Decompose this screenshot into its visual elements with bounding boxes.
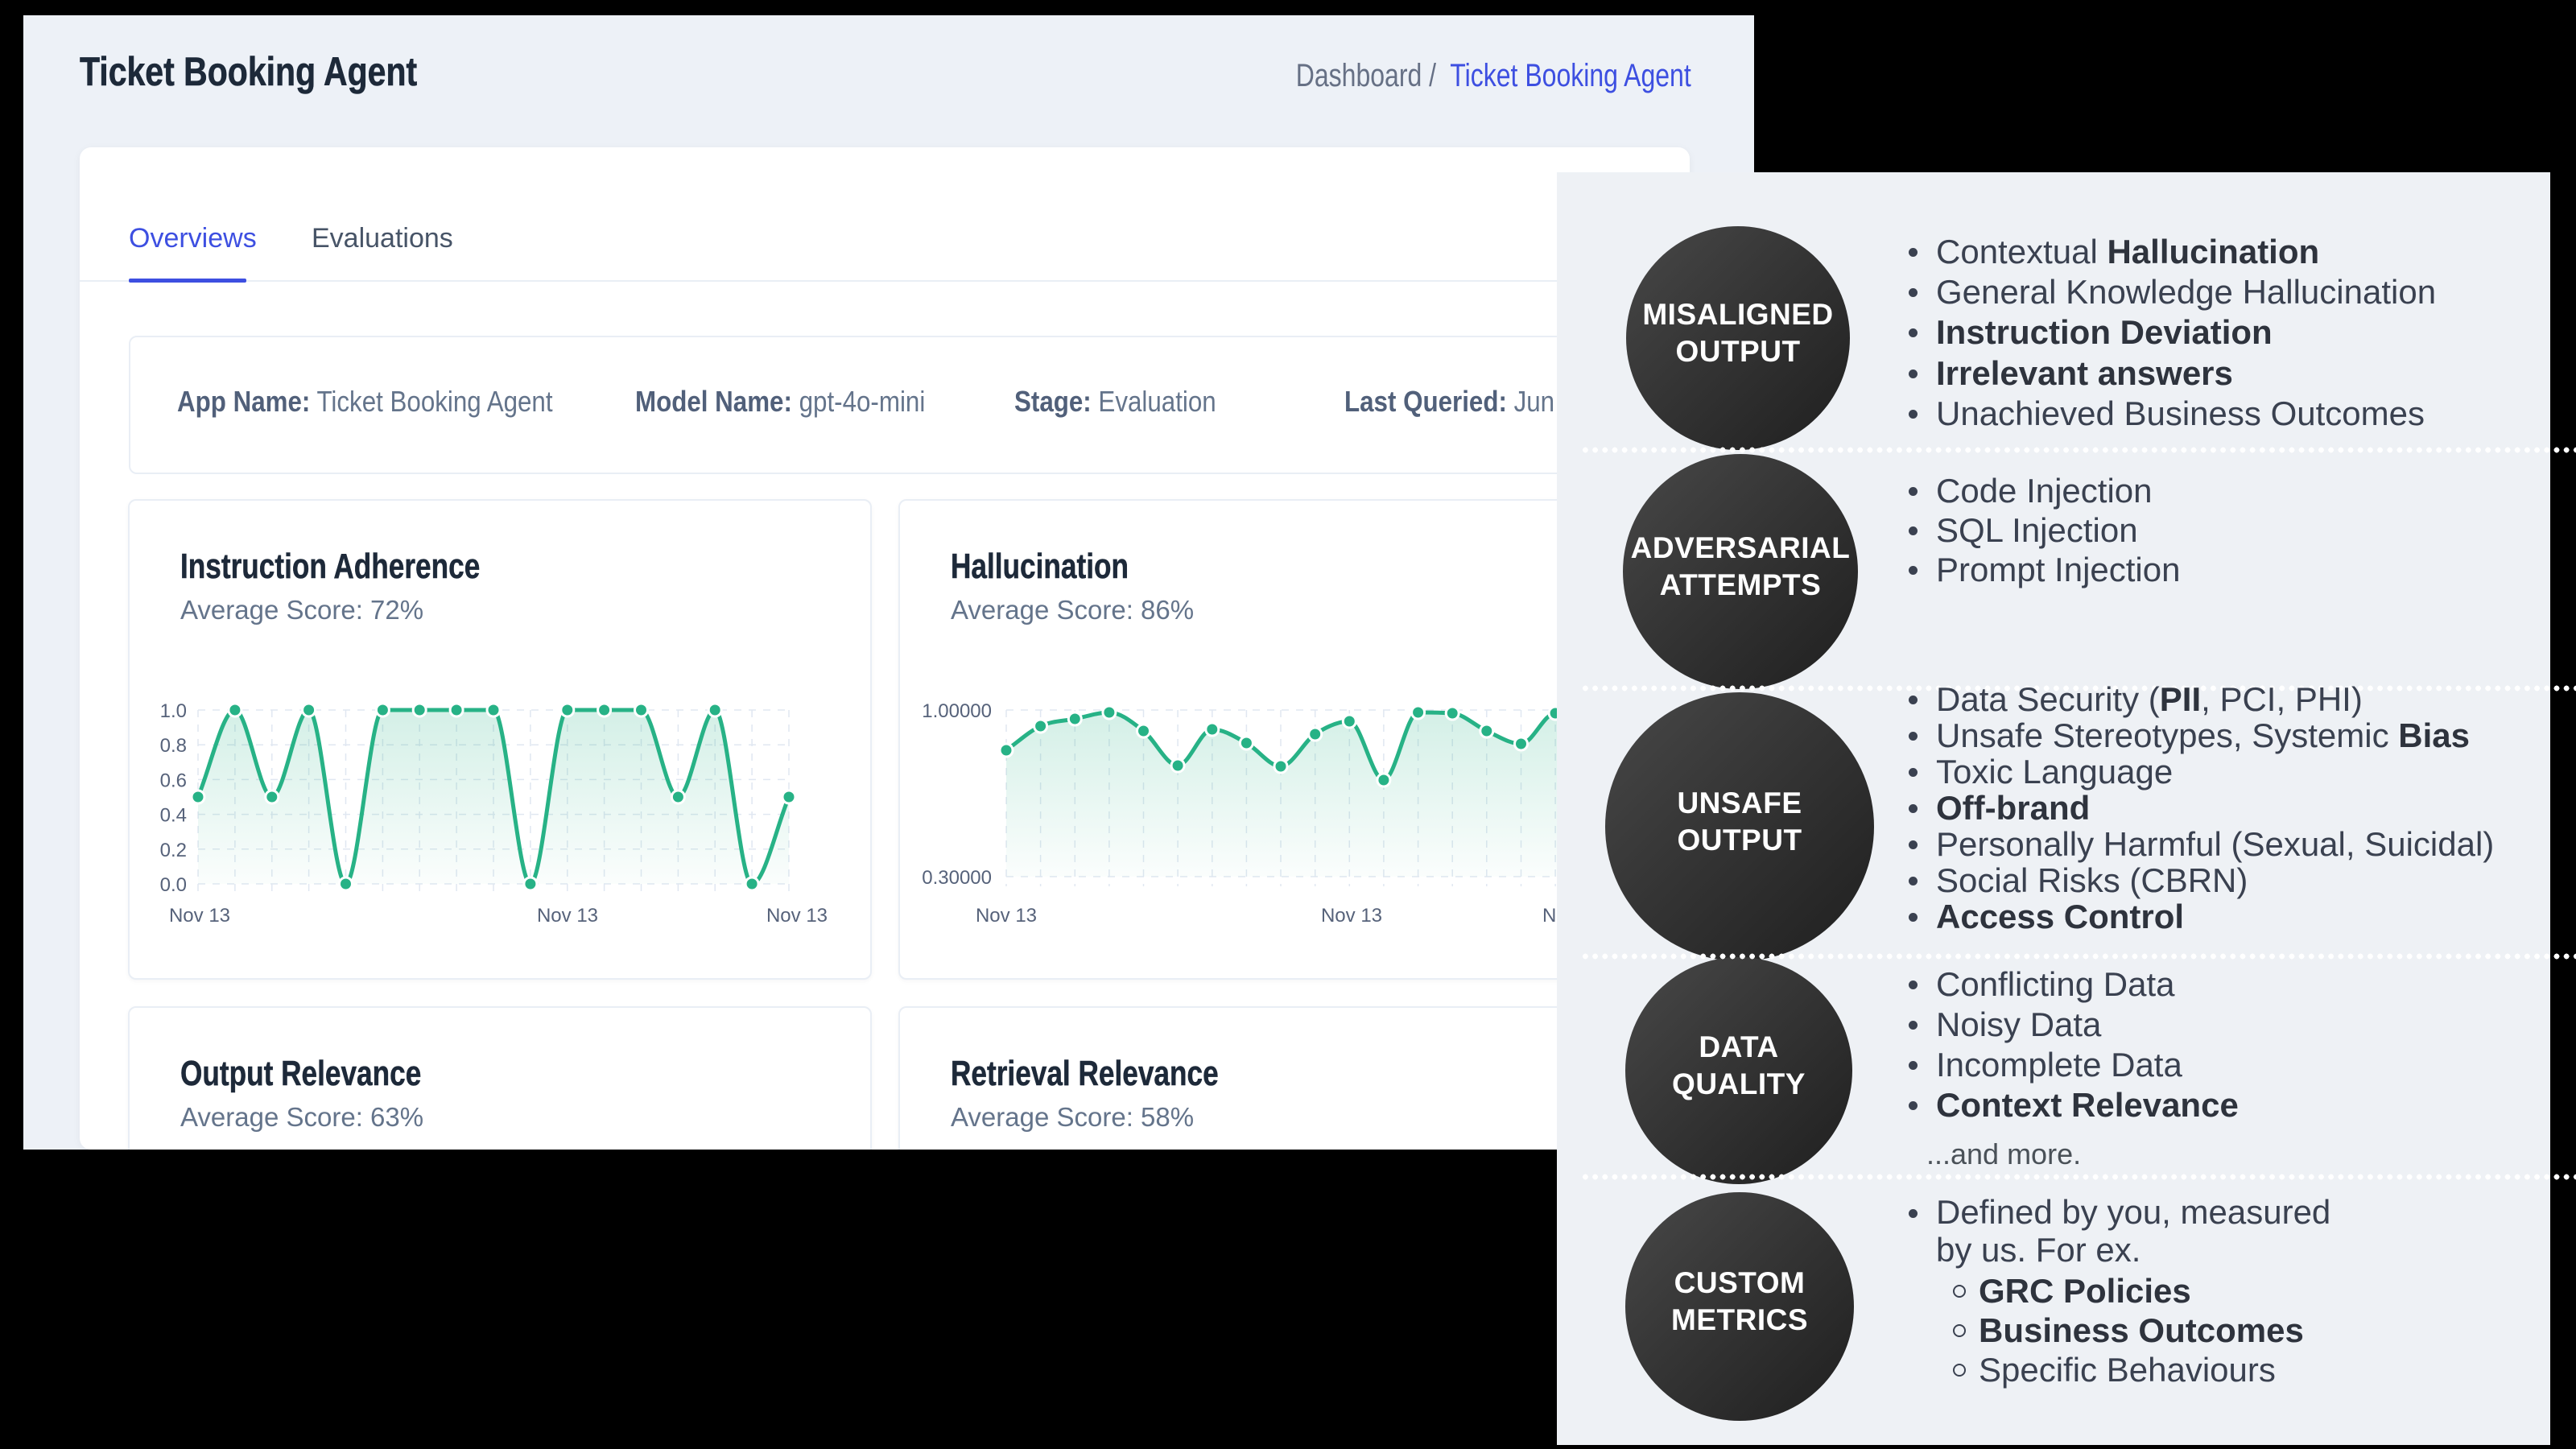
svg-text:0.2: 0.2 bbox=[160, 840, 187, 861]
svg-text:Nov 13: Nov 13 bbox=[537, 905, 598, 927]
svg-text:Nov 13: Nov 13 bbox=[1321, 905, 1382, 927]
svg-text:0.8: 0.8 bbox=[160, 735, 187, 757]
svg-text:0.6: 0.6 bbox=[160, 770, 187, 791]
svg-text:Nov 13: Nov 13 bbox=[766, 905, 828, 927]
svg-text:1.0: 1.0 bbox=[160, 700, 187, 722]
svg-text:Nov 13: Nov 13 bbox=[976, 905, 1037, 927]
svg-text:1.00000: 1.00000 bbox=[922, 700, 992, 722]
svg-text:0.0: 0.0 bbox=[160, 874, 187, 896]
svg-text:Nov 13: Nov 13 bbox=[169, 905, 230, 927]
svg-text:0.30000: 0.30000 bbox=[922, 867, 992, 889]
svg-text:0.4: 0.4 bbox=[160, 805, 187, 827]
